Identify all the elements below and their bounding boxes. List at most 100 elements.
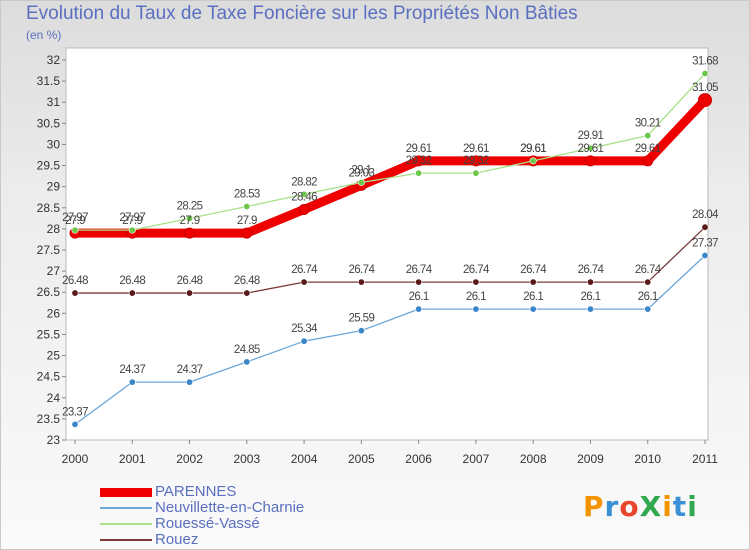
data-point [584,155,596,167]
data-label: 26.74 [348,264,375,276]
data-point [586,144,594,152]
x-tick-label: 2004 [291,452,318,466]
data-point [71,289,79,297]
data-point [586,305,594,313]
data-label: 27.37 [692,237,718,249]
data-label: 29.61 [520,143,546,155]
data-label: 28.46 [291,191,317,203]
y-tick-label: 24.5 [37,370,61,384]
plot-area [65,47,709,441]
data-point [415,278,423,286]
data-label: 27.97 [119,212,145,224]
data-label: 29.32 [406,155,432,167]
x-tick-label: 2006 [405,452,432,466]
proxiti-logo: ProXiti [583,490,698,523]
chart-title: Evolution du Taux de Taxe Foncière sur l… [26,3,578,24]
legend-swatch [100,539,152,541]
logo-letter: r [604,490,620,523]
data-label: 26.1 [580,291,600,303]
x-tick-label: 2009 [577,452,604,466]
legend-label: PARENNES [155,483,237,500]
data-point [472,278,480,286]
data-point [529,305,537,313]
data-label: 31.05 [692,82,718,94]
legend-label: Neuvillette-en-Charnie [155,499,305,516]
x-tick-label: 2010 [634,452,661,466]
data-label: 26.74 [463,264,490,276]
series-line [74,72,706,231]
data-label: 28.53 [234,189,260,201]
data-label: 29.03 [348,167,374,179]
y-axis-unit: (en %) [26,28,62,42]
data-label: 26.1 [466,291,486,303]
data-point [644,132,652,140]
y-tick-label: 25 [47,349,61,363]
logo-letter: P [583,490,605,523]
data-point [472,305,480,313]
data-point [300,337,308,345]
data-point [698,93,712,108]
data-point [186,214,194,222]
y-tick-label: 31 [47,95,61,109]
y-tick-label: 28 [47,222,61,236]
y-tick-label: 23 [47,433,61,447]
data-point [241,227,253,239]
y-tick-label: 23.5 [37,412,61,426]
data-label: 24.37 [119,364,145,376]
data-point [529,278,537,286]
series-line [74,226,706,294]
data-point [357,327,365,335]
data-point [701,223,709,231]
data-label: 24.37 [177,364,203,376]
data-point [642,155,654,167]
data-point [300,278,308,286]
data-label: 26.74 [578,264,605,276]
data-label: 31.68 [692,56,718,68]
x-tick-label: 2002 [176,452,203,466]
data-label: 26.48 [234,275,260,287]
data-point [243,203,251,211]
data-label: 29.61 [578,143,604,155]
data-point [300,190,308,198]
data-label: 25.34 [291,323,318,335]
logo-letter: i [687,490,698,523]
legend-swatch [100,507,152,509]
data-label: 30.21 [635,118,661,130]
data-label: 26.74 [291,264,318,276]
data-label: 26.1 [638,291,658,303]
data-label: 26.1 [409,291,429,303]
legend-swatch [100,487,152,497]
legend-item: PARENNES [100,484,304,500]
data-point [357,278,365,286]
x-tick-label: 2008 [520,452,547,466]
y-tick-label: 24 [47,391,61,405]
data-point [243,289,251,297]
data-label: 29.61 [520,143,546,155]
data-label: 27.9 [122,215,142,227]
legend-item: Rouez [100,532,304,548]
data-label: 29.61 [463,143,489,155]
x-tick-label: 2000 [62,452,89,466]
data-point [413,155,425,167]
data-label: 26.48 [62,275,88,287]
data-label: 29.1 [351,164,371,176]
data-label: 27.9 [237,215,257,227]
y-tick-label: 27.5 [37,243,61,257]
data-point [357,178,365,186]
x-tick-label: 2005 [348,452,375,466]
data-point [186,378,194,386]
data-point [701,70,709,78]
y-tick-label: 30 [47,137,61,151]
data-label: 26.74 [406,264,433,276]
data-point [586,278,594,286]
chart-legend: PARENNES Neuvillette-en-Charnie Rouessé-Va… [100,484,304,548]
data-label: 28.04 [692,209,719,221]
data-point [128,378,136,386]
data-point [184,227,196,239]
data-label: 28.25 [177,200,203,212]
data-label: 26.74 [520,264,547,276]
data-point [128,226,136,234]
data-point [415,169,423,177]
data-label: 25.59 [348,313,374,325]
y-tick-label: 29.5 [37,159,61,173]
